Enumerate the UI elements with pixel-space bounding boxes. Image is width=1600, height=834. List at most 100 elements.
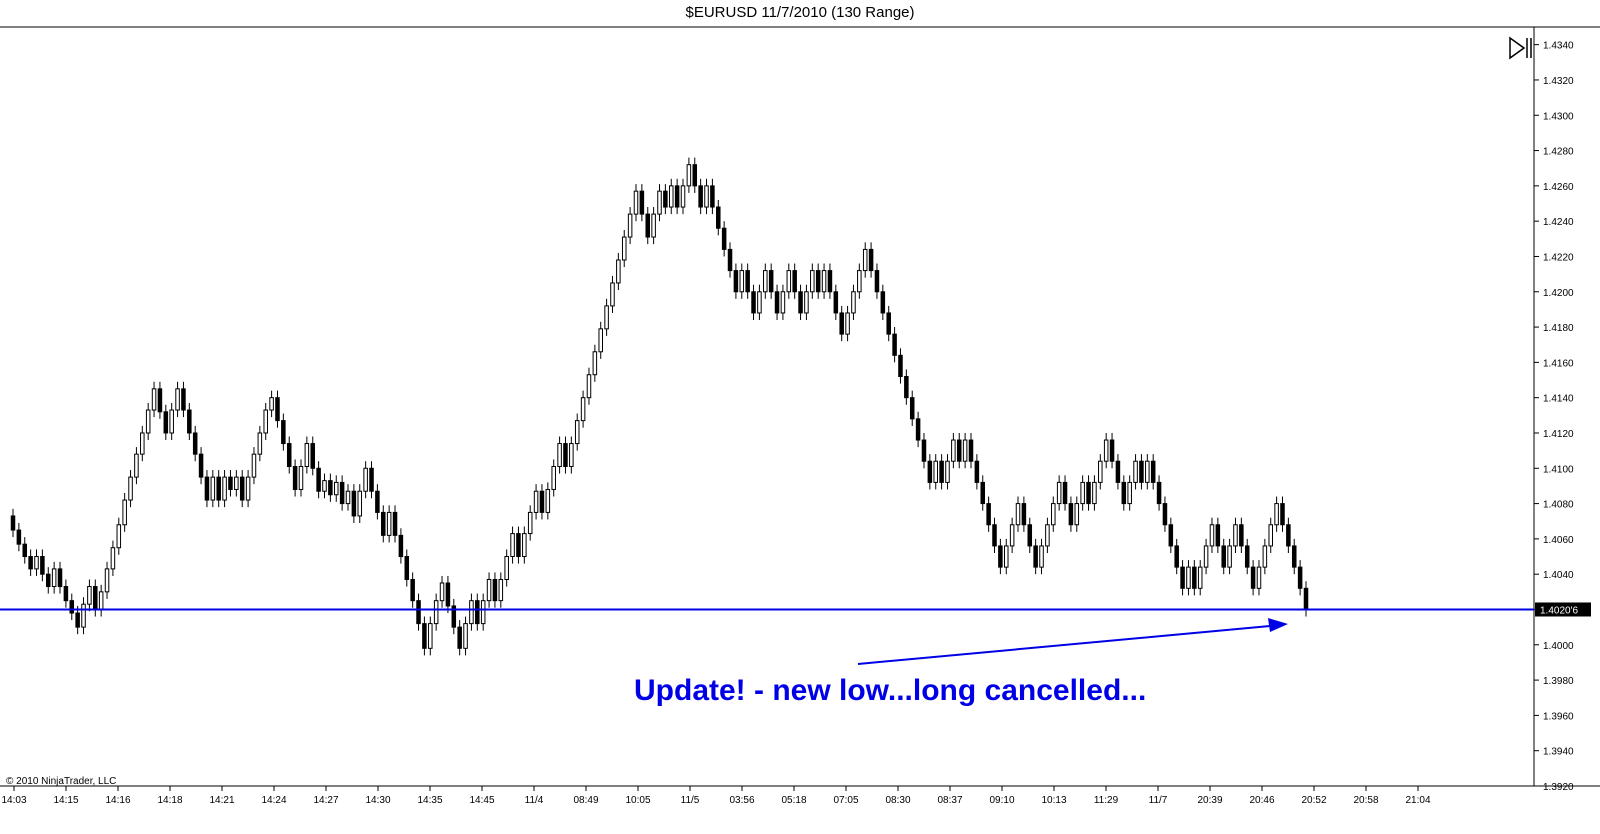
candle-body <box>1080 481 1085 505</box>
candle <box>251 447 257 485</box>
candle <box>181 381 186 418</box>
candle-body <box>257 432 263 455</box>
candle <box>862 242 868 278</box>
candle <box>428 616 433 656</box>
candle <box>345 484 351 511</box>
candle-body <box>1039 545 1044 568</box>
candle <box>868 242 874 278</box>
candle-body <box>263 409 268 434</box>
candle-body <box>1203 545 1209 568</box>
candle-body <box>475 600 480 625</box>
candle <box>827 263 833 299</box>
candle <box>1051 496 1056 532</box>
x-tick-label: 08:30 <box>885 795 910 806</box>
candle <box>151 381 157 418</box>
candle <box>739 263 745 299</box>
candle-body <box>1015 503 1021 526</box>
candle-body <box>1274 503 1279 526</box>
candle <box>1080 475 1085 511</box>
y-tick-label: 1.4180 <box>1543 323 1574 334</box>
candle <box>909 390 915 426</box>
candle-body <box>545 488 551 513</box>
candle-body <box>339 481 345 505</box>
candle <box>586 367 592 405</box>
candle <box>639 184 645 222</box>
candle <box>275 390 280 428</box>
candle <box>1092 475 1097 511</box>
candle <box>1297 560 1303 596</box>
candle-body <box>439 582 445 602</box>
candle-body <box>792 270 797 293</box>
candle <box>410 572 415 608</box>
candle-body <box>1239 524 1244 547</box>
y-tick-label: 1.4060 <box>1543 535 1574 546</box>
candle <box>304 436 310 474</box>
candle <box>1250 560 1256 596</box>
candle-body <box>522 533 527 558</box>
candle-body <box>663 190 668 208</box>
candle <box>81 597 86 635</box>
candle-body <box>1068 503 1074 526</box>
candle <box>563 436 568 474</box>
candle-body <box>733 270 739 293</box>
y-tick-label: 1.4200 <box>1543 288 1574 299</box>
candle <box>751 284 756 321</box>
candle-body <box>680 185 686 208</box>
candle <box>263 402 268 441</box>
candle-body <box>616 259 621 284</box>
candle <box>104 561 110 599</box>
candle-body <box>34 556 39 570</box>
candle-body <box>739 270 745 293</box>
candle-body <box>298 466 304 490</box>
candle-body <box>862 248 868 272</box>
candle <box>57 561 63 594</box>
candle-body <box>1233 524 1238 547</box>
candle-body <box>974 460 980 483</box>
candle <box>475 593 480 631</box>
candle <box>51 561 57 594</box>
candle-body <box>116 524 122 549</box>
candle <box>874 263 880 299</box>
candle <box>510 526 515 564</box>
x-axis: 14:03 14:15 14:16 14:18 14:21 14:24 14:27 14:30… <box>1 786 1431 806</box>
candle <box>804 284 809 321</box>
candle <box>610 275 615 313</box>
candle <box>93 579 98 617</box>
x-tick-label: 20:39 <box>1197 795 1222 806</box>
candle-body <box>868 248 874 272</box>
candle-body <box>1297 566 1303 589</box>
candle <box>880 284 886 321</box>
candle-body <box>1186 566 1191 589</box>
candle-body <box>157 388 163 413</box>
candle-body <box>921 439 927 462</box>
candle-body <box>1074 503 1080 526</box>
horizontal-line-group[interactable]: 1.4020'6 <box>0 602 1591 617</box>
candle-body <box>915 418 921 441</box>
candle-body <box>1150 460 1156 483</box>
candle <box>604 298 609 336</box>
candle <box>956 432 962 469</box>
candle <box>692 157 698 193</box>
candle-body <box>1033 545 1038 568</box>
candle-body <box>351 490 357 517</box>
candle <box>163 404 169 441</box>
x-tick-label: 14:03 <box>1 795 26 806</box>
candle-body <box>1174 545 1179 568</box>
price-flag-label: 1.4020'6 <box>1540 605 1578 616</box>
scroll-to-end-icon[interactable] <box>1509 36 1532 60</box>
candle-body <box>333 481 339 496</box>
candle-body <box>768 270 774 293</box>
x-tick-label: 07:05 <box>833 795 858 806</box>
candle <box>439 575 445 608</box>
candle <box>810 263 815 299</box>
y-tick-label: 1.4120 <box>1543 429 1574 440</box>
y-tick-label: 1.3960 <box>1543 711 1574 722</box>
candle-body <box>1109 439 1115 462</box>
price-flag <box>1535 602 1591 617</box>
candle-body <box>1092 481 1097 505</box>
candle-body <box>504 556 509 580</box>
candle <box>1244 538 1250 575</box>
candle-body <box>533 490 539 513</box>
candle-body <box>1127 481 1132 505</box>
